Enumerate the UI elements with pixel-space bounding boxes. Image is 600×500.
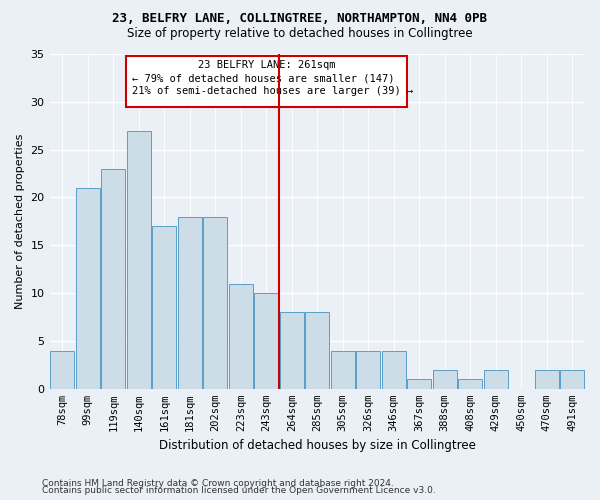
Bar — [203, 216, 227, 389]
Bar — [382, 350, 406, 389]
Bar — [458, 379, 482, 389]
Bar — [254, 293, 278, 389]
Bar — [178, 216, 202, 389]
Text: Contains HM Land Registry data © Crown copyright and database right 2024.: Contains HM Land Registry data © Crown c… — [42, 478, 394, 488]
Y-axis label: Number of detached properties: Number of detached properties — [15, 134, 25, 309]
Bar — [356, 350, 380, 389]
Text: 23, BELFRY LANE, COLLINGTREE, NORTHAMPTON, NN4 0PB: 23, BELFRY LANE, COLLINGTREE, NORTHAMPTO… — [113, 12, 487, 26]
X-axis label: Distribution of detached houses by size in Collingtree: Distribution of detached houses by size … — [159, 440, 476, 452]
Bar — [331, 350, 355, 389]
Text: 21% of semi-detached houses are larger (39) →: 21% of semi-detached houses are larger (… — [133, 86, 413, 97]
Text: 23 BELFRY LANE: 261sqm: 23 BELFRY LANE: 261sqm — [197, 60, 335, 70]
Bar — [560, 370, 584, 389]
Bar — [76, 188, 100, 389]
Bar — [229, 284, 253, 389]
Bar — [152, 226, 176, 389]
Text: Size of property relative to detached houses in Collingtree: Size of property relative to detached ho… — [127, 28, 473, 40]
Bar — [407, 379, 431, 389]
Bar — [101, 169, 125, 389]
Text: ← 79% of detached houses are smaller (147): ← 79% of detached houses are smaller (14… — [133, 74, 395, 84]
Bar — [433, 370, 457, 389]
Bar — [305, 312, 329, 389]
FancyBboxPatch shape — [126, 56, 407, 106]
Bar — [127, 130, 151, 389]
Bar — [484, 370, 508, 389]
Bar — [280, 312, 304, 389]
Text: Contains public sector information licensed under the Open Government Licence v3: Contains public sector information licen… — [42, 486, 436, 495]
Bar — [535, 370, 559, 389]
Bar — [50, 350, 74, 389]
